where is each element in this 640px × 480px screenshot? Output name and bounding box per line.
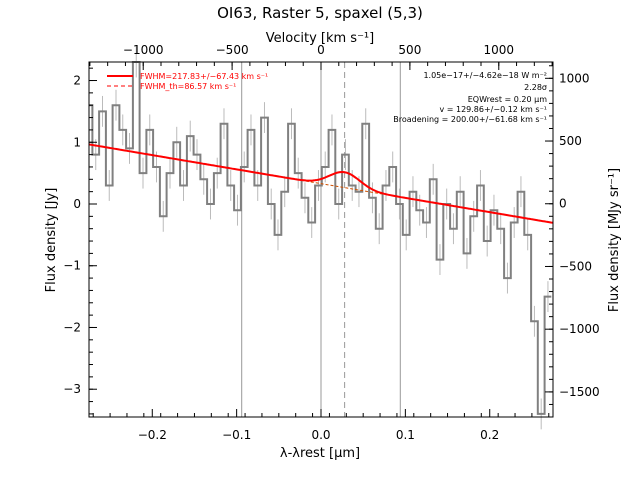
right-tick-label: 1000 xyxy=(559,71,590,85)
right-tick-label: −500 xyxy=(559,259,592,273)
top-axis-label: Velocity [km s⁻¹] xyxy=(266,31,374,46)
right-tick-label: 500 xyxy=(559,134,582,148)
annotation-velocity: v = 129.86+/−0.12 km s⁻¹ xyxy=(439,105,547,114)
x-tick-label: 0.0 xyxy=(311,428,330,442)
annotation-significance: 2.28σ xyxy=(524,83,547,92)
legend-fit-label: FWHM=217.83+/−67.43 km s⁻¹ xyxy=(140,72,268,81)
right-tick-label: −1500 xyxy=(559,385,600,399)
right-tick-label: −1000 xyxy=(559,322,600,336)
x-axis-label: λ-λrest [μm] xyxy=(280,446,360,461)
top-tick-label: −1000 xyxy=(123,43,164,57)
annotation-flux: 1.05e−17+/−4.62e−18 W m⁻² xyxy=(423,71,547,80)
y-tick-label: −1 xyxy=(63,259,81,273)
annotation-broadening: Broadening = 200.00+/−61.68 km s⁻¹ xyxy=(393,115,547,124)
y-tick-label: −2 xyxy=(63,320,81,334)
y-axis-label-left: Flux density [Jy] xyxy=(44,188,59,293)
y-tick-label: −3 xyxy=(63,382,81,396)
fit-series xyxy=(88,143,554,224)
top-tick-label: 500 xyxy=(398,43,421,57)
legend-th-label: FWHM_th=86.57 km s⁻¹ xyxy=(140,82,236,91)
legend: FWHM=217.83+/−67.43 km s⁻¹ FWHM_th=86.57… xyxy=(107,72,268,91)
x-tick-label: −0.2 xyxy=(138,428,167,442)
annotations: 1.05e−17+/−4.62e−18 W m⁻² 2.28σ EQWrest … xyxy=(393,71,547,124)
right-tick-label: 0 xyxy=(559,197,567,211)
x-tick-label: 0.2 xyxy=(480,428,499,442)
spectrum-series xyxy=(89,61,552,415)
x-tick-label: 0.1 xyxy=(396,428,415,442)
y-tick-label: 2 xyxy=(73,74,81,88)
annotation-eqw: EQWrest = 0.20 μm xyxy=(468,95,547,104)
top-tick-label: −500 xyxy=(216,43,249,57)
y-tick-label: 1 xyxy=(73,135,81,149)
top-tick-label: 1000 xyxy=(484,43,515,57)
top-tick-label: 0 xyxy=(317,43,325,57)
y-tick-label: 0 xyxy=(73,197,81,211)
chart-title: OI63, Raster 5, spaxel (5,3) xyxy=(217,4,423,22)
y-axis-label-right: Flux density [MJy sr⁻¹] xyxy=(607,168,622,312)
x-tick-label: −0.1 xyxy=(222,428,251,442)
